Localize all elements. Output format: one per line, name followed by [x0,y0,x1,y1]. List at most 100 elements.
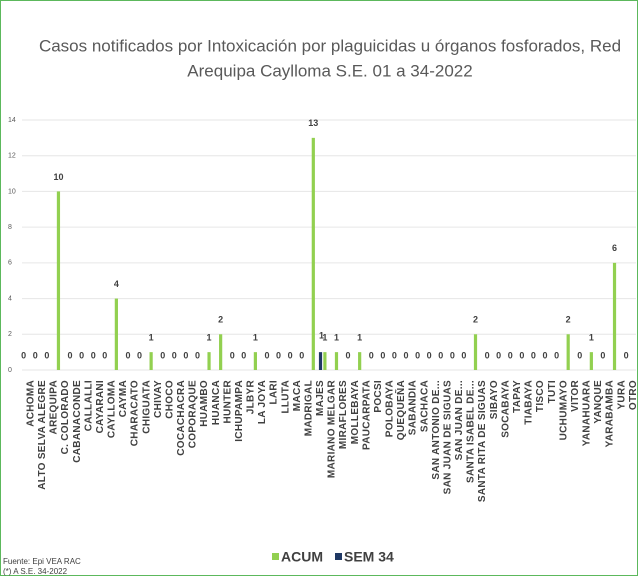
x-tick-label: CHARACATO [130,380,141,446]
x-tick-label: YANQUE [593,380,604,424]
x-tick-label: MACA [292,380,303,411]
value-label: 0 [624,350,629,360]
x-tick-label: MAJES [315,380,326,416]
value-label: 0 [485,350,490,360]
bar [589,352,593,370]
x-tick-label: YANAHUARA [582,380,593,446]
x-tick-label: LARI [269,380,280,405]
legend-label: ACUM [281,549,323,565]
x-tick-label: TIABAYA [524,380,535,425]
y-tick-label: 0 [8,367,12,374]
x-tick-label: CHIGUATA [141,380,152,434]
value-label: 0 [346,350,351,360]
bar [612,262,617,370]
chart-title: Casos notificados por Intoxicación por p… [39,36,621,55]
value-label: 0 [369,350,374,360]
x-tick-label: YURA [616,380,627,410]
bar [323,352,327,370]
x-tick-label: CHOCO [164,380,175,419]
x-tick-label: SAN ANTONIO DE... [431,380,442,480]
value-label: 0 [427,350,432,360]
value-label: 0 [102,350,107,360]
x-tick-label: CABANACONDE [72,380,83,463]
x-tick-label: SOCABAYA [500,380,511,438]
value-label: 0 [172,350,177,360]
bar [114,298,118,370]
value-label: 0 [415,350,420,360]
bar [334,352,339,370]
chart-title: Arequipa Caylloma S.E. 01 a 34-2022 [187,61,472,80]
x-tick-label: CALLALLI [83,380,94,431]
x-tick-label: COPORAQUE [188,380,199,448]
footnote: Fuente: Epi VEA RAC [3,557,81,566]
value-label: 1 [334,333,339,343]
footnote: (*) A S.E. 34-2022 [3,567,68,576]
y-tick-label: 10 [8,188,16,195]
y-tick-label: 2 [8,331,12,338]
value-label: 0 [230,350,235,360]
value-label: 0 [33,350,38,360]
value-label: 2 [473,315,478,325]
x-tick-label: SANTA ISABEL DE... [466,380,477,483]
value-label: 13 [308,118,318,128]
value-label: 0 [438,350,443,360]
value-label: 0 [543,350,548,360]
x-tick-label: CAYARANI [95,380,106,433]
value-label: 1 [322,333,327,343]
bar [318,352,323,370]
bar [566,334,570,370]
value-label: 0 [600,350,605,360]
y-tick-label: 14 [8,117,16,124]
value-label: 0 [79,350,84,360]
value-label: 10 [53,172,63,182]
x-tick-label: SAN JUAN DE SIGUAS [442,380,453,494]
bar [358,352,362,370]
x-tick-label: UCHUMAYO [558,380,569,440]
value-label: 4 [114,279,119,289]
value-label: 0 [508,350,513,360]
y-tick-label: 8 [8,224,12,231]
value-label: 1 [357,333,362,343]
bar [473,334,478,370]
value-label: 1 [589,333,594,343]
value-label: 0 [288,350,293,360]
x-tick-label: TISCO [535,380,546,412]
value-label: 1 [253,333,258,343]
x-tick-label: HUNTER [222,380,233,424]
value-label: 0 [519,350,524,360]
x-tick-label: ACHOMA [25,380,36,427]
value-label: 0 [241,350,246,360]
value-label: 2 [566,315,571,325]
x-tick-label: JLBYR [246,380,257,415]
value-label: 0 [276,350,281,360]
bar [149,352,153,370]
x-tick-label: TUTI [547,380,558,403]
value-label: 0 [91,350,96,360]
x-tick-label: LA JOYA [257,380,268,424]
x-tick-label: SAN JUAN DE... [454,380,465,460]
legend-label: SEM 34 [344,549,394,565]
value-label: 0 [380,350,385,360]
bar [56,191,61,370]
x-tick-label: SANTA RITA DE SIGUAS [477,380,488,502]
value-label: 6 [612,243,617,253]
legend-swatch [335,553,342,560]
x-tick-label: SIBAYO [489,380,500,419]
x-tick-label: MIRAFLORES [338,380,349,449]
x-tick-label: CAYMA [118,380,129,417]
x-tick-label: SABANDIA [408,380,419,435]
bar [219,334,223,370]
value-label: 0 [577,350,582,360]
value-label: 0 [44,350,49,360]
x-tick-label: HUANCA [211,380,222,425]
y-tick-label: 6 [8,260,12,267]
x-tick-label: CAYLLOMA [107,380,118,438]
x-tick-label: VITOR [570,380,581,412]
x-tick-label: MARIANO MELGAR [327,380,338,479]
value-label: 0 [461,350,466,360]
value-label: 0 [496,350,501,360]
value-label: 0 [403,350,408,360]
x-tick-label: AREQUIPA [49,380,60,434]
